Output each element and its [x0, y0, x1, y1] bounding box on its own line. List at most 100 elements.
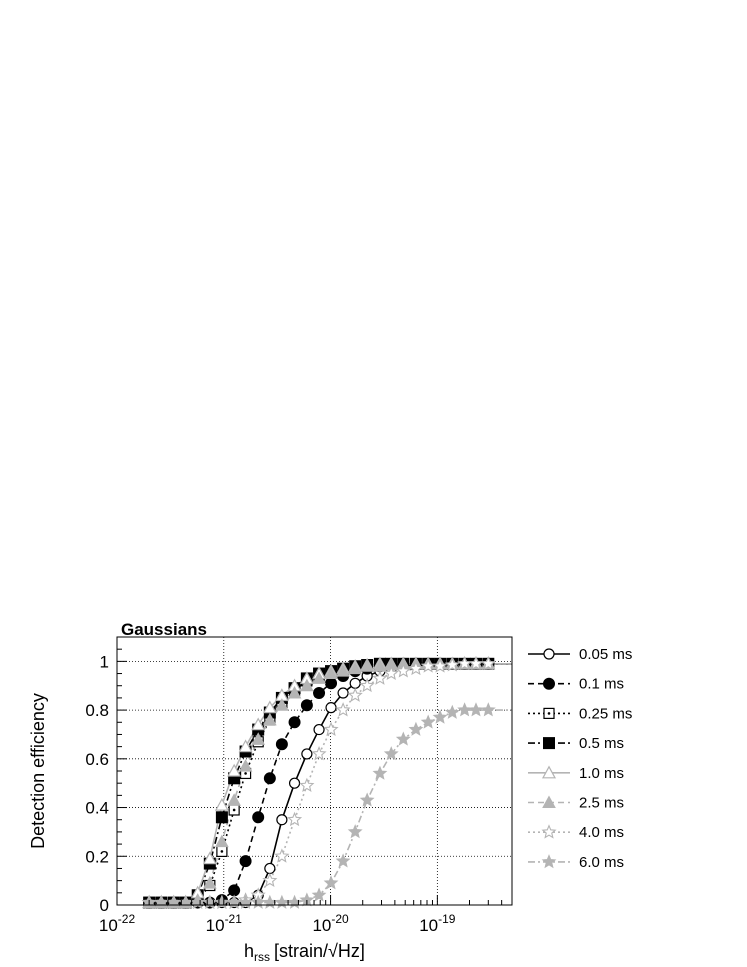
- legend-entry-1-0-ms: 1.0 ms: [528, 765, 624, 782]
- x-tick-base: 10: [99, 916, 118, 935]
- legend-marker: [541, 824, 557, 839]
- legend-label: 1.0 ms: [579, 765, 624, 782]
- data-point-0-1-ms: [263, 772, 276, 785]
- data-point-6-0-ms: [311, 887, 327, 902]
- data-point-2-5-ms: [324, 666, 338, 680]
- x-tick-exponent: -21: [225, 912, 243, 926]
- data-point-1-0-ms: [214, 797, 229, 811]
- data-point-2-5-ms: [263, 712, 277, 726]
- data-point-0-1-ms: [275, 738, 288, 751]
- legend-label: 0.25 ms: [579, 705, 632, 722]
- data-point-2-5-ms: [312, 671, 326, 684]
- data-point-0-05-ms: [313, 723, 325, 736]
- data-point-1-0-ms: [251, 717, 266, 731]
- legend-marker: [542, 795, 556, 808]
- legend-entry-4-0-ms: 4.0 ms: [528, 824, 624, 841]
- data-point-4-0-ms: [347, 687, 363, 702]
- data-point-4-0-ms: [468, 655, 484, 671]
- data-point-0-05-ms: [276, 814, 288, 826]
- x-tick-base: 10: [312, 916, 331, 935]
- y-tick-label: 0.6: [85, 750, 109, 769]
- legend-entry-0-5-ms: 0.5 ms: [528, 735, 624, 752]
- legend-label: 4.0 ms: [579, 824, 624, 841]
- legend-marker: [543, 707, 555, 720]
- data-point-2-5-ms: [336, 664, 350, 677]
- data-point-4-0-ms: [408, 660, 424, 676]
- data-point-4-0-ms: [299, 777, 315, 793]
- data-point-2-5-ms: [348, 661, 363, 675]
- data-point-6-0-ms: [468, 702, 484, 717]
- x-tick-base: 10: [206, 916, 225, 935]
- data-point-0-05-ms: [264, 862, 276, 875]
- x-tick-exponent: -20: [331, 912, 349, 926]
- data-point-4-0-ms: [311, 746, 327, 761]
- data-point-0-05-ms: [301, 748, 313, 760]
- data-point-1-0-ms: [262, 700, 277, 714]
- data-point-0-05-ms: [337, 687, 349, 699]
- data-point-4-0-ms: [287, 811, 303, 827]
- data-point-6-0-ms: [335, 853, 351, 868]
- y-tick-label: 0.4: [85, 799, 109, 818]
- legend-marker: [541, 854, 557, 869]
- data-point-2-5-ms: [360, 659, 374, 672]
- data-point-2-5-ms: [227, 793, 241, 806]
- x-axis-title: hrss [strain/√Hz]: [244, 941, 365, 964]
- x-axis-title-main: h: [244, 941, 254, 961]
- data-point-2-5-ms: [202, 876, 217, 889]
- data-point-4-0-ms: [420, 658, 436, 673]
- data-point-1-0-ms: [202, 851, 217, 865]
- data-point-4-0-ms: [480, 655, 496, 671]
- x-axis-title-sub: rss: [254, 950, 270, 964]
- data-point-0-1-ms: [288, 716, 301, 729]
- x-tick-exponent: -22: [118, 912, 136, 926]
- legend-label: 0.05 ms: [579, 646, 632, 663]
- data-point-2-5-ms: [215, 834, 229, 848]
- data-point-0-25-ms: [216, 845, 228, 858]
- data-point-6-0-ms: [323, 875, 339, 890]
- data-point-1-0-ms: [227, 763, 242, 777]
- data-point-0-1-ms: [228, 884, 241, 897]
- data-point-6-0-ms: [432, 709, 448, 724]
- data-point-4-0-ms: [323, 721, 339, 736]
- data-point-0-05-ms: [288, 777, 301, 789]
- legend-marker: [543, 737, 555, 750]
- legend-label: 6.0 ms: [579, 854, 624, 871]
- legend-entry-0-1-ms: 0.1 ms: [528, 676, 624, 693]
- data-point-1-0-ms: [238, 739, 253, 753]
- data-point-6-0-ms: [408, 721, 424, 736]
- x-axis-title-unit: [strain/√Hz]: [274, 941, 365, 961]
- data-point-0-1-ms: [325, 677, 338, 690]
- legend-label: 0.5 ms: [579, 735, 624, 752]
- data-point-6-0-ms: [372, 765, 388, 780]
- chart-title: Gaussians: [121, 620, 207, 639]
- legend-entry-0-05-ms: 0.05 ms: [528, 646, 632, 663]
- data-point-6-0-ms: [359, 792, 375, 807]
- data-point-4-0-ms: [444, 657, 460, 672]
- data-point-6-0-ms: [347, 824, 363, 839]
- legend-marker: [543, 677, 555, 690]
- data-point-6-0-ms: [444, 704, 460, 719]
- data-point-2-5-ms: [300, 678, 314, 692]
- data-point-6-0-ms: [480, 702, 496, 717]
- legend-marker: [543, 648, 555, 660]
- x-tick-base: 10: [419, 916, 438, 935]
- axis-ticks: [116, 648, 503, 906]
- legend-entry-6-0-ms: 6.0 ms: [528, 854, 624, 871]
- data-point-0-25-ms: [228, 804, 240, 816]
- data-point-4-0-ms: [395, 663, 411, 678]
- data-point-0-1-ms: [300, 699, 313, 712]
- data-point-2-5-ms: [287, 685, 302, 699]
- data-point-0-1-ms: [252, 811, 265, 824]
- data-point-0-5-ms: [215, 811, 228, 824]
- data-point-4-0-ms: [359, 677, 375, 693]
- y-tick-label: 0.2: [85, 847, 109, 866]
- y-tick-label: 0.8: [85, 701, 109, 720]
- data-point-6-0-ms: [420, 714, 436, 729]
- series-line-0-1-ms: [149, 662, 512, 904]
- legend-label: 0.1 ms: [579, 676, 624, 693]
- data-point-0-05-ms: [349, 677, 361, 689]
- legend-entry-2-5-ms: 2.5 ms: [528, 795, 624, 812]
- data-point-0-1-ms: [313, 687, 326, 700]
